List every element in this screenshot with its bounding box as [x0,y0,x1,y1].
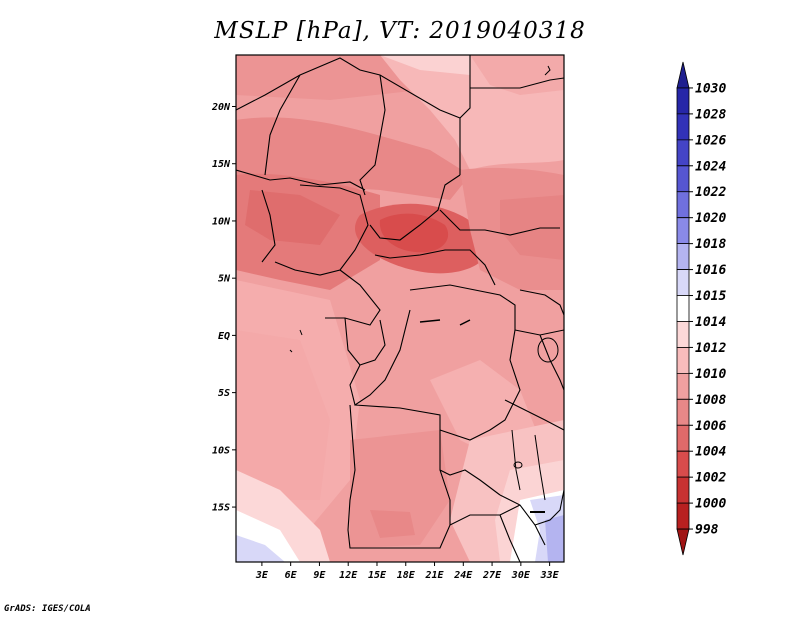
colorbar-swatch [676,424,690,452]
colorbar-label: 1010 [695,367,726,382]
colorbar-swatch [676,139,690,167]
lon-tick-label: 6E [285,570,298,581]
colorbar-swatch [676,61,690,89]
lon-tick-label: 21E [424,570,444,581]
colorbar-swatch [676,476,690,504]
colorbar: 1030 1028 1026 1024 1022 1020 1018 1016 1015 1014… [676,61,726,556]
colorbar-label: 1020 [695,211,726,226]
colorbar-label: 1002 [695,471,726,486]
colorbar-label: 1004 [695,445,726,460]
colorbar-swatch [676,87,690,115]
lon-tick-label: 12E [339,570,358,581]
colorbar-label: 998 [695,523,719,538]
colorbar-swatch [676,450,690,478]
lat-tick-label: EQ [218,331,230,342]
lon-tick-label: 18E [397,570,416,581]
colorbar-label: 1026 [695,133,726,148]
lat-tick-label: 15S [212,503,230,514]
lon-tick-label: 27E [482,570,502,581]
country-borders [236,55,564,562]
colorbar-swatch [676,528,690,556]
colorbar-label: 1014 [695,315,726,330]
lat-tick-label: 20N [211,102,231,113]
colorbar-swatch [676,243,690,270]
colorbar-label: 1015 [695,289,726,304]
lat-tick-label: 5N [218,274,231,285]
lon-tick-label: 24E [453,570,473,581]
colorbar-swatch [676,398,690,426]
colorbar-swatch [676,191,690,219]
chart-title: MSLP [hPa], VT: 2019040318 [214,18,586,44]
lon-tick-label: 30E [511,570,531,581]
lon-axis: 3E 6E 9E 12E 15E 18E 21E 24E 27E 30E 33E [255,562,560,581]
colorbar-label: 1006 [695,419,726,434]
colorbar-label: 1022 [695,185,726,200]
colorbar-label: 1024 [695,159,726,174]
colorbar-swatch [676,113,690,141]
lat-tick-label: 5S [218,388,230,399]
colorbar-label: 1028 [695,107,726,122]
colorbar-swatch [676,295,690,322]
colorbar-label: 1012 [695,341,726,356]
lat-tick-label: 10N [212,216,231,227]
lat-axis: 20N 15N 10N 5N EQ 5S 10S 15S [211,102,236,514]
colorbar-label: 1016 [695,263,726,278]
colorbar-swatch [676,372,690,400]
colorbar-label: 1030 [695,81,726,96]
lat-tick-label: 15N [212,159,231,170]
colorbar-swatch [676,321,690,348]
colorbar-swatch [676,347,690,374]
colorbar-swatch [676,217,690,245]
lon-tick-label: 15E [368,570,387,581]
lat-tick-label: 10S [212,445,230,456]
colorbar-label: 1018 [695,237,726,252]
colorbar-swatch [676,269,690,296]
lon-tick-label: 9E [313,570,326,581]
grads-credit: GrADS: IGES/COLA [4,604,91,614]
lon-tick-label: 33E [540,570,560,581]
map-frame [235,54,565,563]
colorbar-label: 1008 [695,393,726,408]
colorbar-label: 1000 [695,497,726,512]
colorbar-swatch [676,502,690,530]
lon-tick-label: 3E [255,570,269,581]
colorbar-swatch [676,165,690,193]
